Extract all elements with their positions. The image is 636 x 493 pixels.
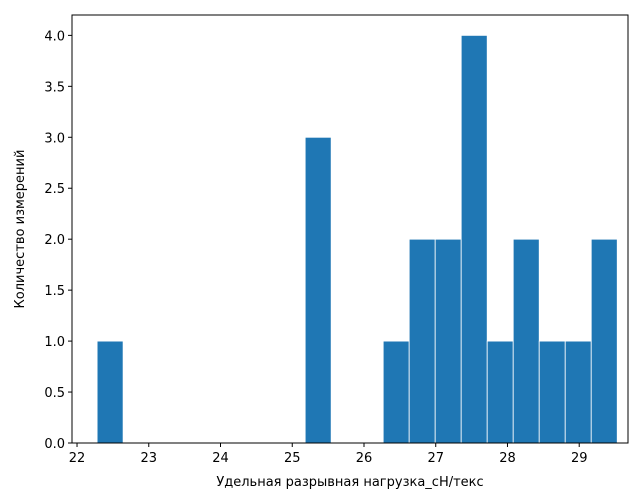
x-tick-label: 27 — [427, 451, 444, 466]
x-tick-label: 25 — [284, 451, 301, 466]
x-tick-label: 23 — [140, 451, 157, 466]
histogram-bar — [408, 238, 436, 444]
y-tick-label: 1.0 — [44, 335, 65, 350]
x-tick-label: 22 — [69, 451, 86, 466]
y-tick-label: 1.5 — [44, 284, 65, 299]
histogram-bar — [538, 340, 566, 444]
histogram-bar — [96, 340, 124, 444]
x-tick-label: 28 — [499, 451, 516, 466]
histogram-bar — [590, 238, 618, 444]
histogram-bar — [486, 340, 514, 444]
y-tick-label: 2.0 — [44, 233, 65, 248]
y-tick-label: 0.5 — [44, 386, 65, 401]
histogram-bar — [304, 136, 332, 444]
y-tick-label: 2.5 — [44, 182, 65, 197]
y-tick-label: 3.5 — [44, 80, 65, 95]
y-axis-label: Количество измерений — [13, 150, 28, 309]
histogram-bars — [96, 34, 618, 444]
histogram-bar — [434, 238, 462, 444]
x-tick-label: 26 — [356, 451, 373, 466]
x-tick-label: 29 — [571, 451, 588, 466]
x-axis-label: Удельная разрывная нагрузка_cН/текс — [216, 475, 483, 490]
histogram-bar — [512, 238, 540, 444]
y-axis-ticks: 0.0 0.5 1.0 1.5 2.0 2.5 3.0 3.5 4.0 — [44, 29, 72, 452]
y-tick-label: 4.0 — [44, 29, 65, 44]
histogram-bar — [460, 34, 488, 444]
x-axis-ticks: 22 23 24 25 26 27 28 29 — [69, 443, 588, 466]
plot-frame — [71, 14, 629, 444]
x-tick-label: 24 — [212, 451, 229, 466]
y-tick-label: 3.0 — [44, 131, 65, 146]
histogram-bar — [564, 340, 592, 444]
histogram-bar — [382, 340, 410, 444]
y-tick-label: 0.0 — [44, 437, 65, 452]
